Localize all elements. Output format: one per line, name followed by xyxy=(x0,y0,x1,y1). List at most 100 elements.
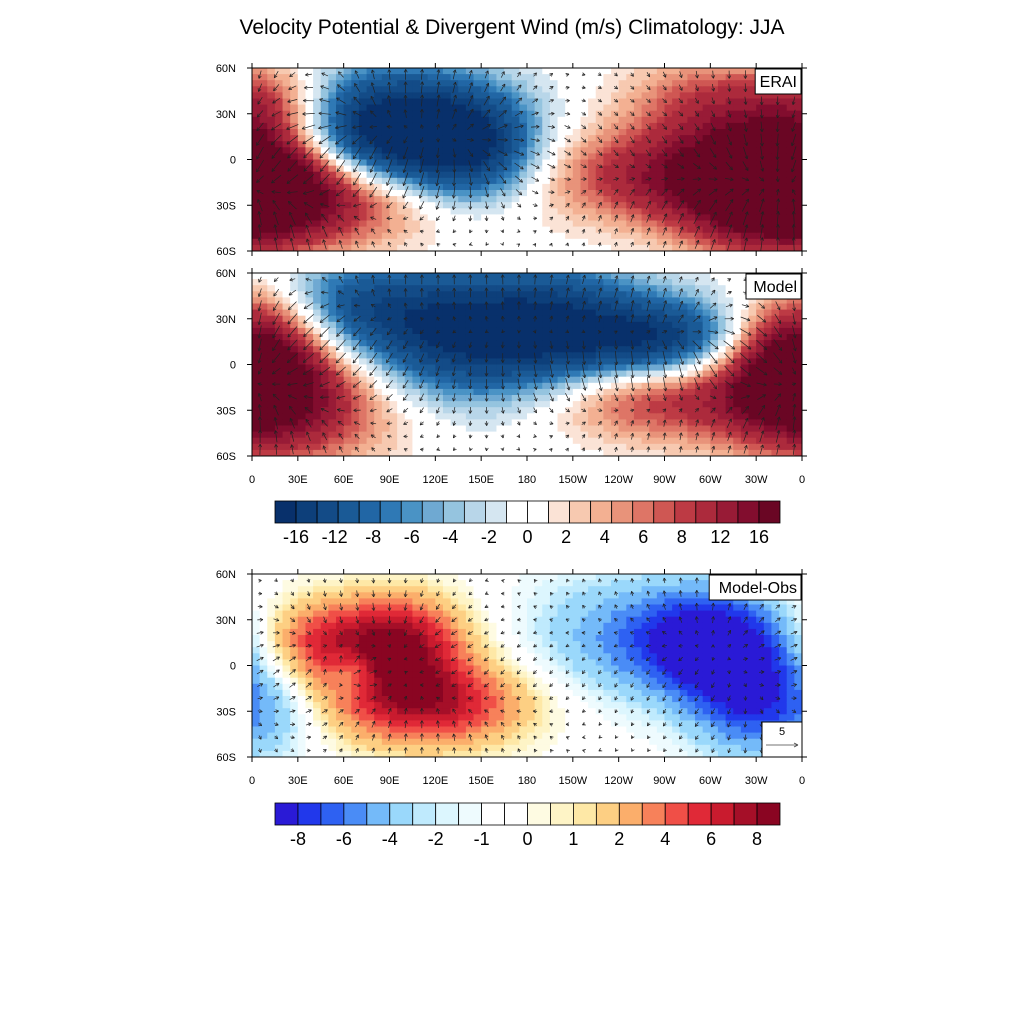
field-cell xyxy=(527,334,536,341)
field-cell xyxy=(756,171,765,179)
field-cell xyxy=(771,153,780,161)
field-cell xyxy=(297,116,307,124)
field-cell xyxy=(442,135,452,142)
wind-arrow xyxy=(468,82,474,93)
field-cell xyxy=(397,315,406,323)
field-cell xyxy=(465,116,475,124)
field-cell xyxy=(786,171,795,179)
field-cell xyxy=(580,279,589,286)
field-cell xyxy=(420,183,429,191)
field-cell xyxy=(504,370,513,378)
field-cell xyxy=(358,208,368,215)
field-cell xyxy=(427,171,436,179)
field-cell xyxy=(649,226,658,234)
wind-arrow xyxy=(581,72,586,77)
field-cell xyxy=(267,279,276,286)
field-cell xyxy=(435,110,444,118)
field-cell xyxy=(343,431,352,439)
field-cell xyxy=(412,165,421,173)
field-cell xyxy=(473,147,482,154)
field-cell xyxy=(358,315,368,323)
field-cell xyxy=(572,364,582,372)
field-cell xyxy=(336,395,345,402)
field-cell xyxy=(389,80,398,87)
field-cell xyxy=(427,153,436,161)
field-cell xyxy=(611,401,620,408)
field-cell xyxy=(664,401,673,408)
field-cell xyxy=(328,68,337,75)
field-cell xyxy=(313,419,322,427)
field-cell xyxy=(274,110,284,118)
wind-arrow xyxy=(452,420,457,426)
field-cell xyxy=(580,358,589,366)
field-cell xyxy=(695,437,704,445)
field-cell xyxy=(717,273,727,280)
field-cell xyxy=(351,340,360,347)
field-cell xyxy=(267,190,276,197)
field-cell xyxy=(695,104,704,112)
field-cell xyxy=(412,171,421,179)
wind-arrow xyxy=(419,288,424,298)
field-cell xyxy=(664,135,673,142)
wind-arrow xyxy=(353,203,362,208)
field-cell xyxy=(511,395,520,402)
field-cell xyxy=(511,165,520,173)
field-cell xyxy=(427,116,436,124)
field-cell xyxy=(313,177,322,185)
field-cell xyxy=(549,86,559,93)
field-cell xyxy=(611,321,620,329)
field-cell xyxy=(442,419,452,427)
field-cell xyxy=(786,135,795,142)
field-cell xyxy=(794,364,802,372)
field-cell xyxy=(786,346,795,353)
field-cell xyxy=(588,334,597,341)
field-cell xyxy=(267,431,276,439)
wind-arrow xyxy=(692,177,702,182)
wind-arrow xyxy=(515,97,523,104)
field-cell xyxy=(672,401,681,408)
field-cell xyxy=(328,214,337,222)
field-cell xyxy=(381,208,391,215)
field-cell xyxy=(404,165,414,173)
field-cell xyxy=(305,92,314,100)
wind-arrow xyxy=(484,229,489,234)
field-cell xyxy=(702,382,711,390)
field-cell xyxy=(710,244,719,251)
wind-arrow xyxy=(645,98,651,103)
field-cell xyxy=(611,104,620,112)
field-cell xyxy=(542,104,551,112)
field-cell xyxy=(259,226,268,234)
field-cell xyxy=(763,214,773,222)
field-cell xyxy=(313,190,322,197)
field-cell xyxy=(328,110,337,118)
wind-arrow xyxy=(353,315,361,322)
field-cell xyxy=(733,376,742,384)
field-cell xyxy=(626,177,635,185)
wind-arrow xyxy=(304,407,313,414)
field-cell xyxy=(374,395,383,402)
field-cell xyxy=(626,297,635,305)
field-cell xyxy=(252,388,261,396)
field-cell xyxy=(313,358,322,366)
field-cell xyxy=(420,449,429,456)
field-cell xyxy=(595,238,604,246)
field-cell xyxy=(695,202,704,209)
wind-arrow xyxy=(531,190,539,195)
field-cell xyxy=(626,419,635,427)
field-cell xyxy=(733,208,742,215)
wind-arrow xyxy=(597,150,603,156)
field-cell xyxy=(274,291,284,298)
field-cell xyxy=(695,297,704,305)
field-cell xyxy=(397,346,406,353)
field-cell xyxy=(656,183,666,191)
field-cell xyxy=(565,340,574,347)
field-cell xyxy=(366,232,375,240)
field-cell xyxy=(549,334,559,341)
field-cell xyxy=(595,364,604,372)
field-cell xyxy=(664,303,673,311)
wind-arrow xyxy=(692,188,702,196)
wind-arrow xyxy=(726,211,733,225)
field-cell xyxy=(572,388,582,396)
field-cell xyxy=(465,226,475,234)
field-cell xyxy=(641,135,650,142)
